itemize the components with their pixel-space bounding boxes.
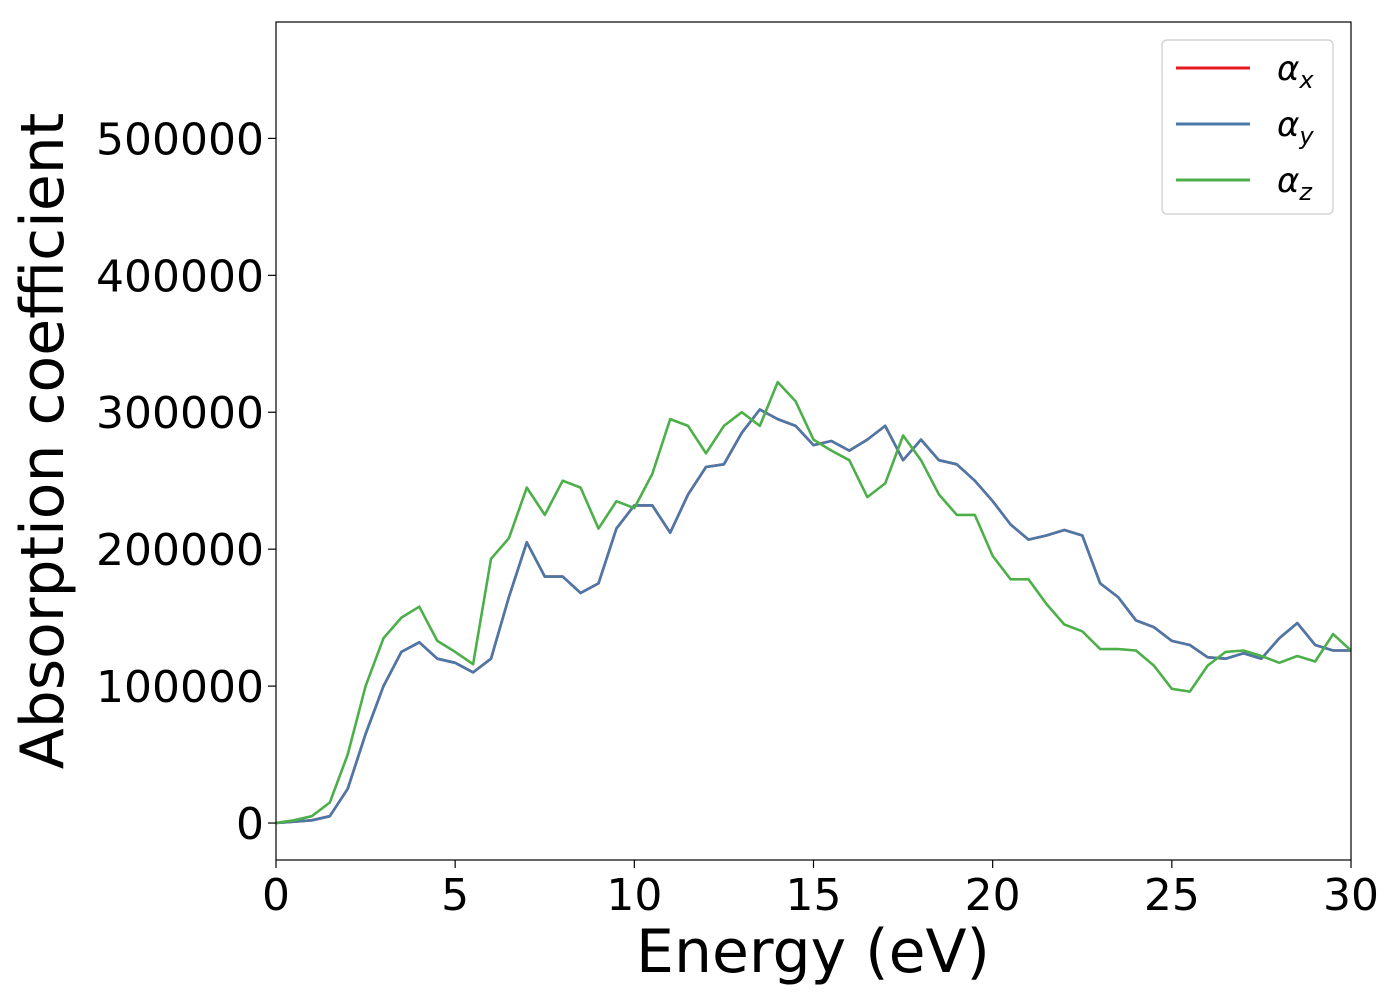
series-line-z — [276, 380, 1351, 825]
x-axis: 0 5 10 15 20 25 30 — [262, 860, 1379, 921]
y-tick-label: 500000 — [96, 114, 264, 165]
y-tick-label: 200000 — [96, 525, 264, 576]
y-tick-label: 0 — [236, 799, 264, 850]
legend-label-x: αx — [1277, 49, 1314, 94]
x-axis-label: Energy (eV) — [636, 917, 990, 987]
y-tick-label: 300000 — [96, 388, 264, 439]
legend: αx αy αz — [1161, 39, 1334, 215]
series-line-x — [276, 408, 1351, 825]
x-tick-label: 15 — [786, 870, 842, 921]
legend-box — [1161, 39, 1334, 215]
series-line-y — [276, 408, 1351, 825]
plot-area — [276, 380, 1351, 825]
y-tick-label: 100000 — [96, 662, 264, 713]
x-tick-label: 10 — [606, 870, 662, 921]
legend-label-z: αz — [1277, 161, 1313, 206]
legend-label-y: αy — [1277, 105, 1314, 150]
y-axis: 0 100000 200000 300000 400000 500000 — [96, 114, 276, 850]
x-tick-label: 20 — [965, 870, 1021, 921]
y-axis-label: Absorption coefficient — [8, 113, 78, 770]
x-tick-label: 25 — [1144, 870, 1200, 921]
x-tick-label: 30 — [1323, 870, 1379, 921]
x-tick-label: 5 — [441, 870, 469, 921]
x-tick-label: 0 — [262, 870, 290, 921]
y-tick-label: 400000 — [96, 251, 264, 302]
